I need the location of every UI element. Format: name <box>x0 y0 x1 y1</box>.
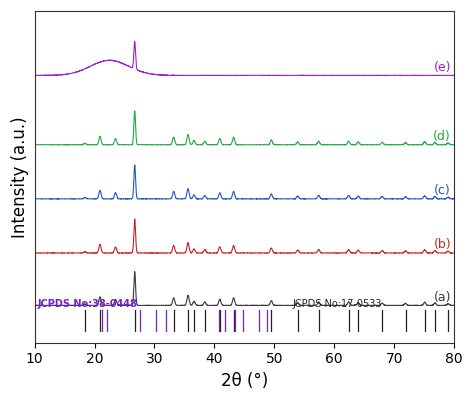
Text: JCPDS No:17-0533: JCPDS No:17-0533 <box>292 300 382 310</box>
Text: (e): (e) <box>434 61 451 74</box>
Text: (a): (a) <box>434 291 451 304</box>
Text: JCPDS No:38-0448: JCPDS No:38-0448 <box>37 300 137 310</box>
X-axis label: 2θ (°): 2θ (°) <box>221 372 268 390</box>
Text: (d): (d) <box>433 130 451 143</box>
Text: (b): (b) <box>433 238 451 251</box>
Y-axis label: Intensity (a.u.): Intensity (a.u.) <box>11 116 29 238</box>
Text: (c): (c) <box>434 184 451 197</box>
